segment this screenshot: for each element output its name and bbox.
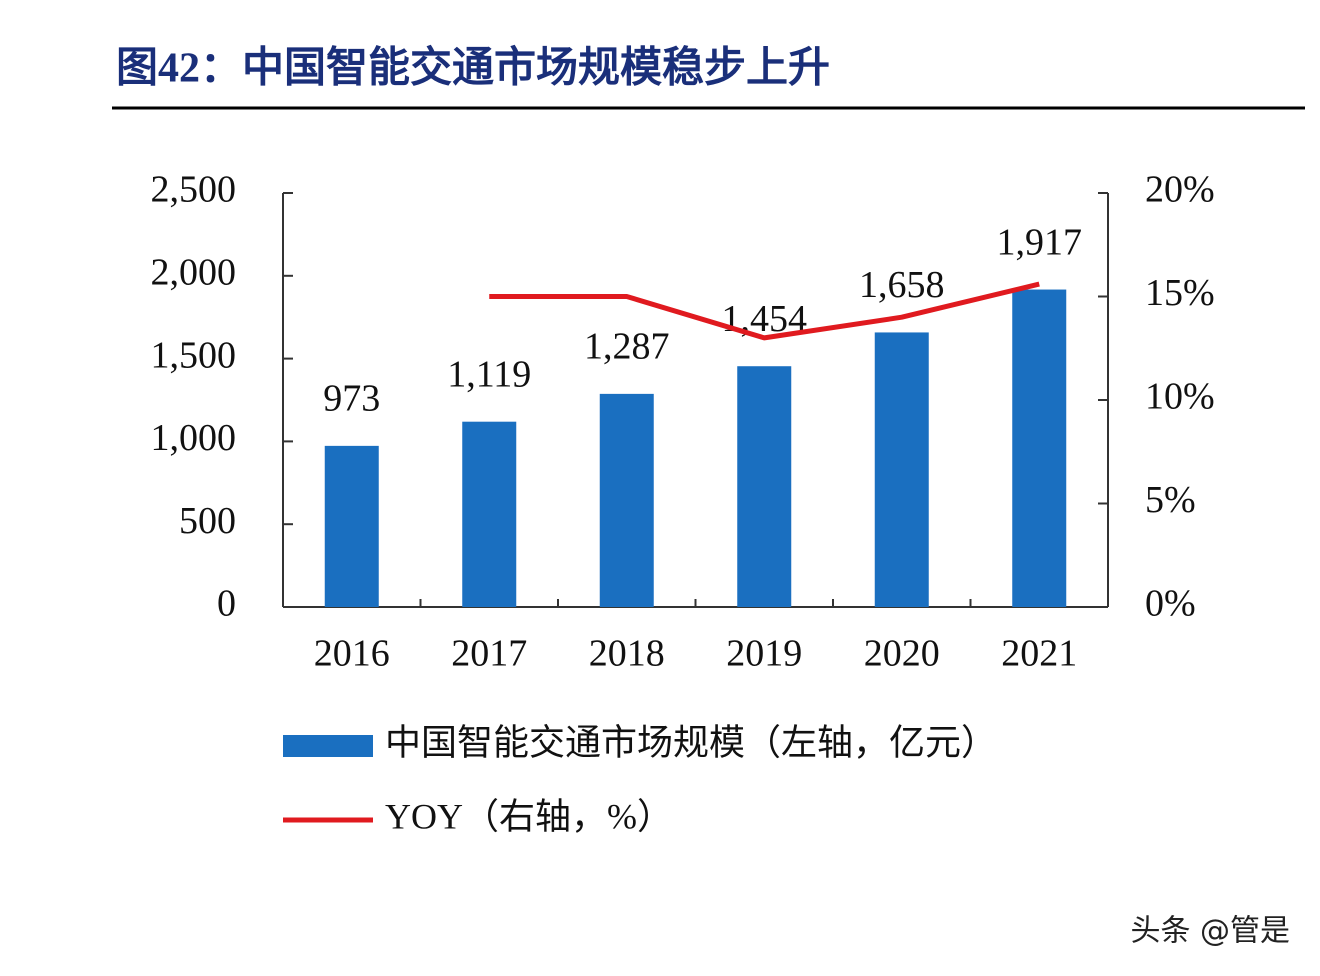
bar	[599, 393, 654, 607]
y-tick-label: 500	[179, 500, 236, 542]
value-label: 973	[323, 378, 380, 420]
bar	[737, 366, 792, 607]
y2-tick-label: 20%	[1145, 169, 1215, 211]
x-tick-label: 2019	[726, 633, 802, 675]
x-tick-label: 2017	[451, 633, 527, 675]
y-tick-label: 2,000	[151, 252, 237, 294]
legend-swatch	[283, 735, 373, 757]
y2-tick-label: 0%	[1145, 583, 1196, 625]
bar	[324, 445, 379, 607]
y-tick-label: 1,000	[151, 417, 237, 459]
y2-tick-label: 5%	[1145, 479, 1196, 521]
value-label: 1,287	[584, 326, 670, 368]
value-label: 1,917	[997, 221, 1083, 263]
x-tick-label: 2020	[864, 633, 940, 675]
bar	[462, 421, 517, 607]
x-tick-label: 2018	[589, 633, 665, 675]
bar	[1012, 289, 1067, 607]
y-tick-label: 2,500	[151, 169, 237, 211]
x-tick-label: 2016	[314, 633, 390, 675]
watermark: 头条 @管是	[1130, 914, 1290, 949]
chart-title: 图42：中国智能交通市场规模稳步上升	[116, 45, 830, 92]
y-tick-label: 0	[217, 583, 236, 625]
x-tick-label: 2021	[1001, 633, 1077, 675]
y2-tick-label: 10%	[1145, 376, 1215, 418]
line	[489, 281, 1040, 341]
value-label: 1,119	[447, 353, 531, 395]
legend-label: 中国智能交通市场规模（左轴，亿元）	[385, 722, 997, 762]
bar	[874, 332, 929, 607]
value-label: 1,658	[859, 264, 945, 306]
y-tick-label: 1,500	[151, 334, 237, 376]
y2-tick-label: 15%	[1145, 272, 1215, 314]
legend-label: YOY（右轴，%）	[385, 796, 673, 836]
